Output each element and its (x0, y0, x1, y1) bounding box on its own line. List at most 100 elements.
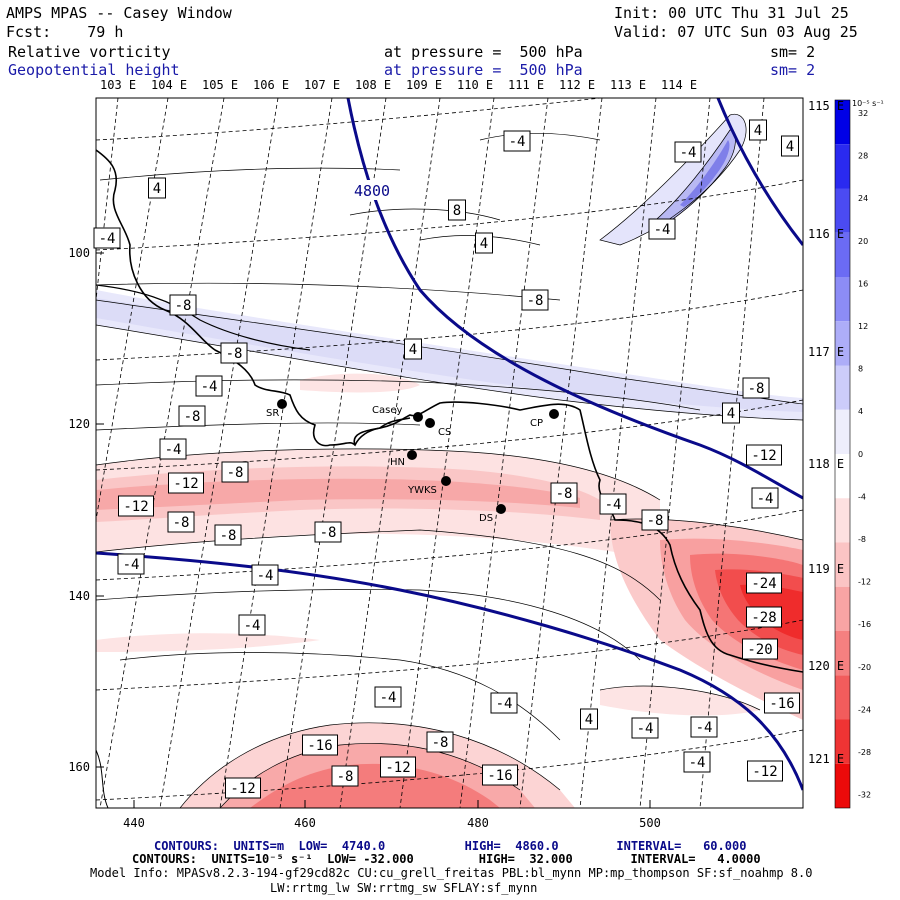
svg-text:-12: -12 (752, 764, 777, 780)
svg-text:-8: -8 (527, 293, 544, 309)
station-cp: CP (530, 409, 559, 429)
contour-label: 4 (580, 708, 598, 730)
y-tick-label: 140 (68, 589, 90, 603)
init-time: Init: 00 UTC Thu 31 Jul 25 (614, 4, 849, 22)
svg-text:CS: CS (438, 427, 451, 438)
longitude-label: 114 E (661, 78, 697, 92)
contour-label: 4 (722, 402, 740, 424)
colorbar-label: 0 (858, 450, 863, 459)
svg-text:4: 4 (480, 236, 488, 252)
colorbar-bin (835, 542, 850, 587)
svg-text:-8: -8 (173, 515, 190, 531)
svg-text:-4: -4 (696, 720, 713, 736)
svg-text:-4: -4 (201, 379, 218, 395)
x-tick-label: 440 (123, 816, 145, 830)
colorbar-bin (835, 675, 850, 720)
svg-text:-16: -16 (769, 696, 794, 712)
longitude-label: 117 E (808, 345, 844, 359)
contour-label: -8 (178, 405, 206, 427)
svg-text:-4: -4 (509, 134, 526, 150)
svg-text:4: 4 (754, 123, 762, 139)
contour-label: -8 (220, 342, 248, 364)
plot-frame (95, 97, 804, 809)
colorbar-label: -32 (858, 791, 871, 800)
contour-label: -4 (599, 493, 627, 515)
colorbar-bin (835, 586, 850, 631)
longitude-label: 121 E (808, 752, 844, 766)
contour-label: -8 (331, 765, 359, 787)
contour-label: -4 (751, 487, 779, 509)
svg-text:YWKS: YWKS (407, 485, 437, 496)
station-markers: SR Casey CS CP HN YWKS DS (266, 399, 559, 524)
colorbar-label: 12 (858, 322, 868, 331)
svg-text:HN: HN (390, 457, 405, 468)
svg-text:-12: -12 (173, 476, 198, 492)
right-longitude-labels: 115 E 116 E 117 E 118 E 119 E 120 E 121 E (808, 99, 844, 766)
longitude-label: 110 E (457, 78, 493, 92)
contour-label: -4 (683, 751, 711, 773)
contour-label: 4 (404, 338, 422, 360)
longitude-label: 118 E (808, 457, 844, 471)
svg-text:-8: -8 (337, 769, 354, 785)
x-axis-ticks: 440 460 480 500 (123, 800, 661, 830)
svg-text:-16: -16 (487, 768, 512, 784)
longitude-label: 103 E (100, 78, 136, 92)
svg-text:-16: -16 (307, 738, 332, 754)
colorbar-bin (835, 277, 850, 322)
top-longitude-labels: 103 E 104 E 105 E 106 E 107 E 108 E 109 E 110 E… (100, 78, 697, 92)
contour-label: -4 (674, 141, 702, 163)
svg-text:4: 4 (585, 712, 593, 728)
longitude-label: 111 E (508, 78, 544, 92)
var1-smoothing: sm= 2 (770, 43, 816, 61)
contour-label: -24 (746, 572, 782, 594)
colorbar-label: 16 (858, 279, 868, 288)
contour-label: -4 (690, 716, 718, 738)
contour-label: -8 (521, 289, 549, 311)
y-tick-label: 120 (68, 417, 90, 431)
svg-text:-4: -4 (99, 231, 116, 247)
svg-text:-4: -4 (689, 755, 706, 771)
contour-label: -12 (225, 777, 261, 799)
svg-text:-8: -8 (647, 513, 664, 529)
model-info-cont: LW:rrtmg_lw SW:rrtmg_sw SFLAY:sf_mynn (270, 881, 538, 895)
var1-name: Relative vorticity (8, 43, 171, 61)
y-axis-ticks: 100 120 140 160 (68, 246, 104, 774)
colorbar-label: -4 (858, 492, 866, 501)
svg-text:-4: -4 (680, 145, 697, 161)
colorbar-bin (835, 454, 850, 499)
contour-label: -8 (169, 294, 197, 316)
svg-text:-4: -4 (244, 618, 261, 634)
svg-text:-8: -8 (175, 298, 192, 314)
contour-label: -16 (482, 764, 518, 786)
contour-label: -4 (631, 717, 659, 739)
contour-label: 4 (148, 177, 166, 199)
contour-label: 8 (448, 199, 466, 221)
plot-area (96, 98, 803, 808)
contour-label: -4 (93, 227, 121, 249)
contour-label: -8 (221, 461, 249, 483)
colorbar-bin (835, 763, 850, 808)
var2-name: Geopotential height (8, 61, 180, 79)
svg-text:4800: 4800 (354, 182, 390, 200)
var1-level: at pressure = 500 hPa (384, 43, 583, 61)
svg-text:-12: -12 (751, 448, 776, 464)
colorbar-unit: 10⁻⁵ s⁻¹ (852, 99, 884, 108)
colorbar-label: -8 (858, 535, 866, 544)
svg-text:-8: -8 (556, 486, 573, 502)
contour-label: -8 (550, 482, 578, 504)
contour-label: -12 (118, 495, 154, 517)
valid-time: Valid: 07 UTC Sun 03 Aug 25 (614, 23, 858, 41)
vorticity-feature-north (600, 114, 747, 245)
contour-label: -28 (746, 606, 782, 628)
model-info: Model Info: MPASv8.2.3-194-gf29cd82c CU:… (90, 866, 813, 880)
colorbar-bin (835, 321, 850, 366)
contour-label: 4 (475, 232, 493, 254)
contour-label: -12 (380, 756, 416, 778)
var2-level: at pressure = 500 hPa (384, 61, 583, 79)
contour-label: -4 (117, 553, 145, 575)
longitude-label: 113 E (610, 78, 646, 92)
svg-text:-12: -12 (385, 760, 410, 776)
colorbar-bin (835, 631, 850, 676)
x-tick-label: 460 (294, 816, 316, 830)
